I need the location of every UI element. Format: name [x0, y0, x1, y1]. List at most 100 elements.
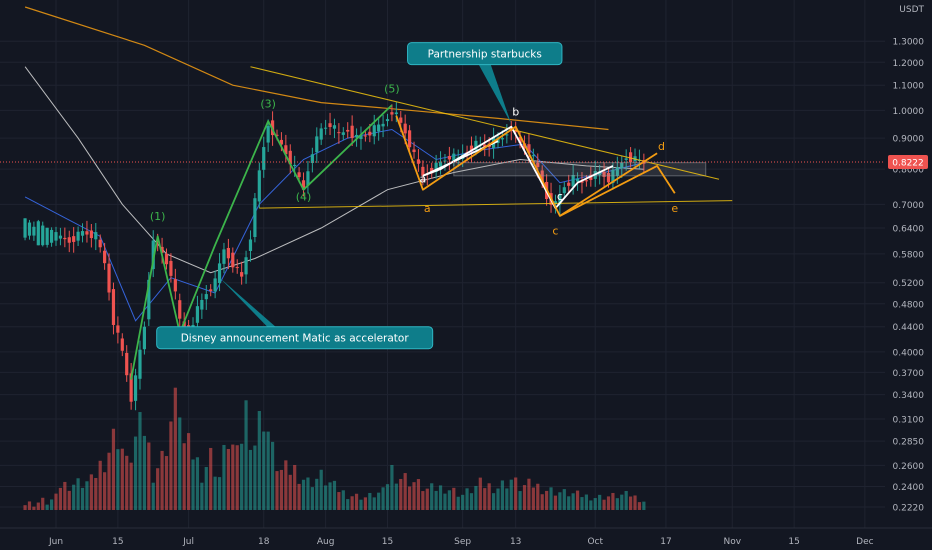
x-tick-label: Dec [856, 537, 873, 547]
candle-body [430, 167, 434, 174]
volume-bar [620, 494, 624, 510]
volume-bar [310, 487, 314, 510]
candle-body [394, 112, 398, 115]
volume-bar [72, 484, 76, 510]
volume-bar [549, 487, 553, 510]
y-tick-label: 0.4000 [893, 348, 925, 358]
volume-bar [191, 459, 195, 510]
candle-body [540, 170, 544, 183]
candle-body [195, 306, 200, 323]
volume-bar [107, 452, 111, 510]
x-tick-label: Nov [723, 537, 741, 547]
candle-body [328, 123, 332, 128]
candle-body [27, 222, 32, 236]
candle-body [45, 227, 49, 245]
candle-body [120, 338, 124, 351]
volume-bar [359, 499, 363, 510]
x-tick-label: 17 [660, 537, 671, 547]
candle-body [324, 127, 328, 129]
y-tick-label: 0.2220 [893, 504, 925, 514]
candle-body [138, 349, 142, 379]
candle-body [217, 263, 222, 284]
candle-body [562, 187, 566, 194]
volume-bar [36, 502, 40, 510]
volume-bar [85, 481, 89, 510]
volume-bar [571, 493, 575, 510]
wave-label: b [512, 106, 519, 119]
y-tick-label: 0.2400 [893, 483, 925, 493]
candle-body [253, 198, 257, 237]
current-price-badge [888, 154, 928, 169]
wave-label: a [419, 173, 426, 186]
annotation-text: Disney announcement Matic as accelerator [181, 333, 410, 345]
moving-average-line [24, 66, 644, 274]
volume-bar [94, 478, 98, 510]
volume-bar [602, 499, 606, 510]
candle-body [23, 218, 27, 238]
volume-bar [116, 449, 120, 510]
annotation-callout: Disney announcement Matic as accelerator [156, 277, 434, 350]
candle-body [615, 167, 619, 176]
volume-bar [425, 488, 429, 510]
wave-label: c [552, 225, 558, 238]
volume-bar [567, 496, 571, 510]
x-tick-label: Oct [587, 537, 603, 547]
candle-body [173, 279, 177, 292]
candle-body [111, 289, 116, 325]
volume-bar [67, 490, 71, 510]
candle-body [310, 154, 314, 164]
volume-bar [151, 482, 155, 510]
y-tick-label: 1.3000 [893, 38, 925, 48]
candle-body [306, 171, 310, 186]
y-tick-label: 0.4800 [893, 300, 925, 310]
candle-body [257, 170, 261, 202]
volume-bar [354, 493, 359, 510]
volume-bar [244, 400, 248, 510]
volume-bar [248, 449, 253, 510]
volume-bar [169, 421, 173, 510]
wave-label: c [557, 190, 563, 203]
candle-body [452, 153, 456, 161]
volume-bar [178, 417, 182, 510]
volume-bar [412, 482, 416, 510]
candle-body [434, 162, 438, 173]
candle-body [500, 138, 505, 140]
candle-body [103, 250, 107, 264]
volume-bar [377, 492, 381, 510]
volume-bar [103, 472, 107, 510]
candle-body [611, 169, 615, 183]
volume-bar [98, 460, 102, 510]
candle-body [240, 272, 244, 277]
annotation-pointer [478, 64, 512, 124]
candle-body [416, 159, 421, 164]
candle-body [385, 119, 390, 122]
wave-line [422, 125, 614, 210]
volume-bar [341, 490, 345, 510]
candle-body [275, 134, 279, 136]
candle-body [580, 181, 584, 183]
wave-line [395, 115, 676, 217]
candle-body [337, 132, 341, 134]
volume-bar [598, 494, 602, 510]
volume-bar [54, 493, 58, 510]
x-tick-label: Sep [454, 537, 471, 547]
wave-label: d [658, 140, 665, 153]
volume-bar [390, 464, 394, 510]
candle-body [133, 375, 138, 401]
wave-label: a [424, 202, 431, 215]
volume-bar [447, 490, 451, 510]
volume-bar [637, 502, 642, 510]
annotation-callout: Partnership starbucks [407, 42, 563, 124]
volume-bar [421, 491, 425, 510]
candle-body [629, 152, 633, 163]
volume-bar [142, 435, 146, 510]
candle-body [447, 155, 451, 160]
wave-label: (1) [150, 210, 166, 223]
volume-bar [222, 444, 226, 510]
candle-body [288, 150, 292, 165]
volume-bar [491, 493, 496, 510]
candle-body [567, 182, 571, 186]
x-tick-label: 18 [258, 537, 270, 547]
